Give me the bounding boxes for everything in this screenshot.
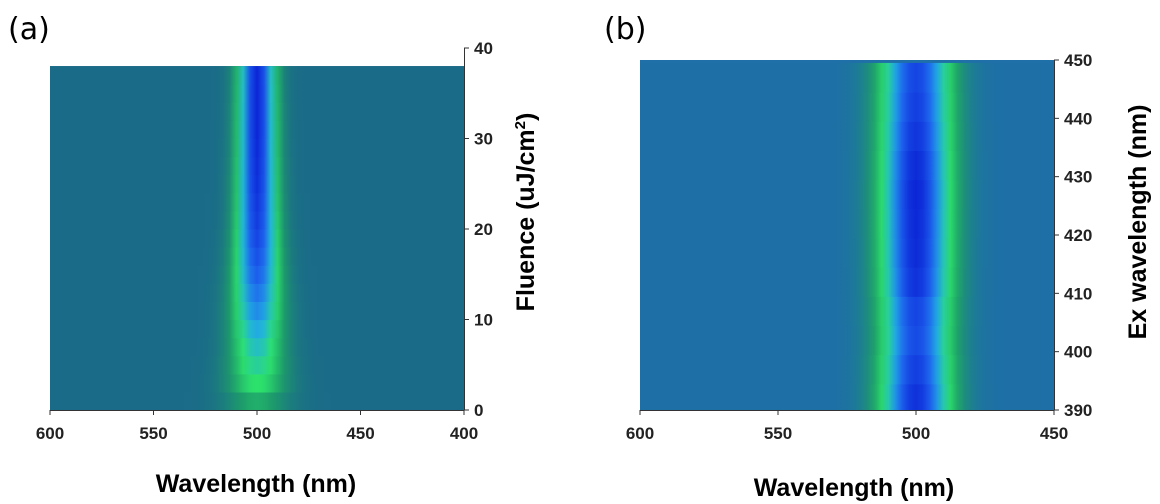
- heat-row: [640, 121, 1054, 152]
- heat-row: [50, 210, 464, 230]
- heat-row: [640, 325, 1054, 356]
- heat-row: [640, 354, 1054, 385]
- heat-row: [50, 156, 464, 176]
- heat-row: [640, 208, 1054, 239]
- heat-row: [50, 120, 464, 140]
- heat-row: [640, 62, 1054, 93]
- x-tick-label: 450: [346, 424, 374, 443]
- heat-row: [640, 179, 1054, 210]
- x-axis-label-a: Wavelength (nm): [156, 470, 356, 498]
- y-tick-label: 430: [1064, 168, 1092, 187]
- x-axis-label-b: Wavelength (nm): [754, 474, 954, 502]
- heat-row: [50, 229, 464, 248]
- y-tick-label: 390: [1064, 401, 1092, 420]
- y-tick-label: 410: [1064, 284, 1092, 303]
- heat-row: [50, 319, 464, 339]
- x-tick-label: 500: [902, 424, 930, 443]
- x-tick-label: 450: [1040, 424, 1068, 443]
- heat-row: [50, 138, 464, 158]
- heat-row: [50, 102, 464, 121]
- heat-row: [50, 192, 464, 212]
- y-tick-label: 40: [474, 39, 493, 58]
- heat-row: [640, 296, 1054, 327]
- y-axis-label-b: Ex wavelength (nm): [1124, 105, 1152, 340]
- y-tick-label: 400: [1064, 343, 1092, 362]
- heat-row: [50, 283, 464, 302]
- heat-row: [50, 247, 464, 266]
- heat-row: [50, 373, 464, 393]
- y-tick-label: 450: [1064, 51, 1092, 70]
- heat-row: [50, 337, 464, 357]
- heat-row: [50, 301, 464, 321]
- heat-row: [50, 174, 464, 194]
- heat-row: [50, 84, 464, 103]
- heat-row: [640, 237, 1054, 268]
- x-tick-label: 500: [243, 424, 271, 443]
- heat-row: [50, 265, 464, 284]
- y-axis-label-a: Fluence (uJ/cm2): [512, 113, 540, 312]
- y-tick-label: 10: [474, 311, 493, 330]
- heat-row: [50, 355, 464, 375]
- x-tick-label: 600: [626, 424, 654, 443]
- panel-label-a: (a): [8, 12, 50, 47]
- y-tick-label: 420: [1064, 226, 1092, 245]
- x-tick-label: 600: [36, 424, 64, 443]
- panel-label-b: (b): [604, 12, 647, 47]
- y-tick-label: 30: [474, 130, 493, 149]
- heat-row: [640, 267, 1054, 297]
- heat-row: [50, 66, 464, 85]
- heat-row: [640, 92, 1054, 122]
- y-tick-label: 0: [474, 401, 483, 420]
- x-tick-label: 550: [764, 424, 792, 443]
- y-tick-label: 440: [1064, 109, 1092, 128]
- heat-row: [50, 391, 464, 411]
- heat-row: [640, 383, 1054, 411]
- x-tick-label: 550: [139, 424, 167, 443]
- x-tick-label: 400: [450, 424, 478, 443]
- y-tick-label: 20: [474, 220, 493, 239]
- heatmap-panel-b: 600 550 500 450 390 400 410 420 430 440 450: [626, 51, 1093, 443]
- heatmap-panel-a: 600 550 500 450 400 0 10 20 30 40: [36, 39, 493, 443]
- heat-row: [640, 150, 1054, 181]
